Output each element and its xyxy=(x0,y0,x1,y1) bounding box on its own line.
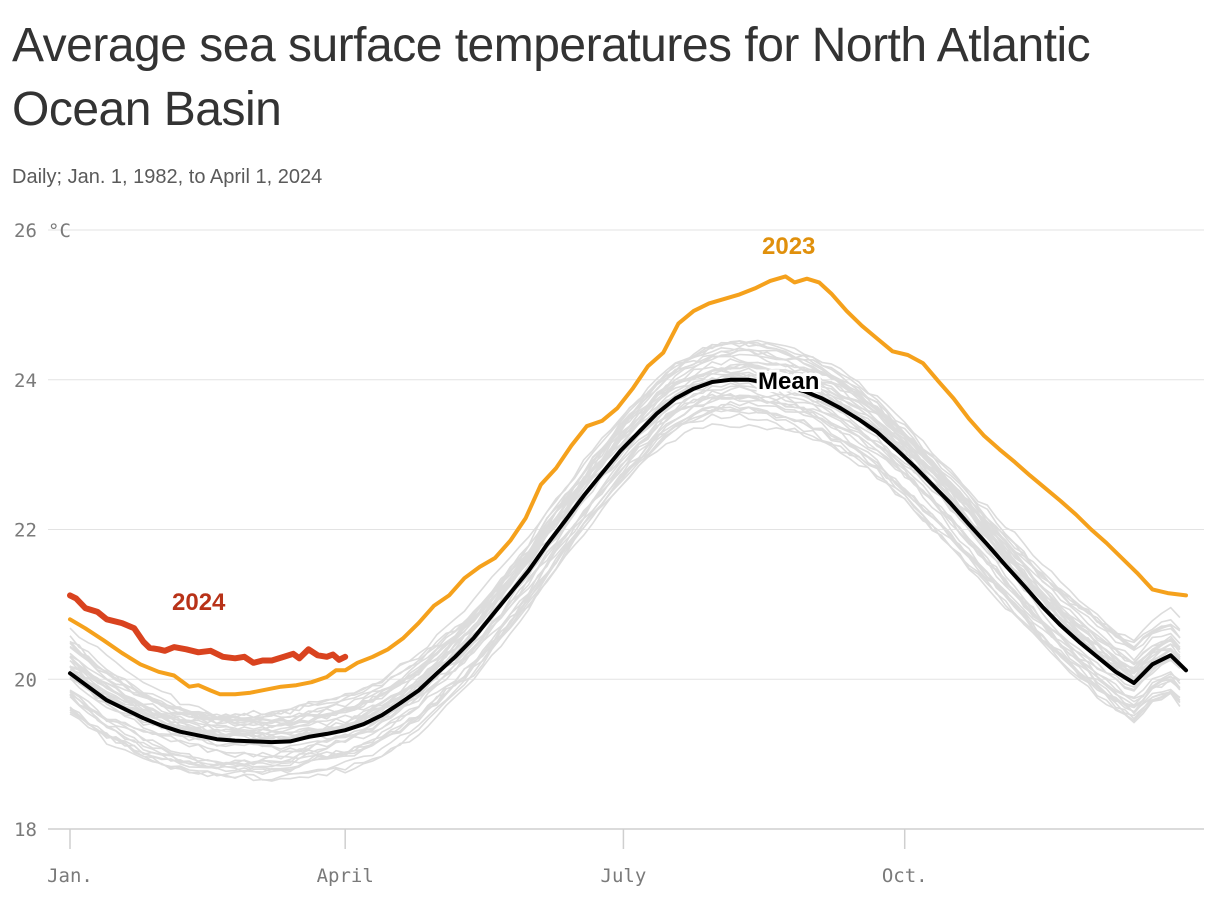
historical-year-line xyxy=(69,400,1181,782)
series-label-2023: 2023 xyxy=(762,233,815,260)
x-tick-label-jan: Jan. xyxy=(47,865,93,887)
y-tick-label-26: 26 xyxy=(14,220,37,242)
historical-year-line xyxy=(69,355,1181,724)
historical-year-line xyxy=(69,385,1181,769)
historical-year-line xyxy=(69,341,1181,733)
historical-year-line xyxy=(69,396,1181,768)
historical-year-line xyxy=(69,353,1181,719)
y-tick-label-20: 20 xyxy=(14,669,37,691)
historical-years-lines xyxy=(69,339,1181,782)
grid-lines xyxy=(48,229,1204,830)
x-tick-label-july: July xyxy=(601,865,647,887)
y-axis-ticks: 18 20 22 24 26 °C xyxy=(14,220,71,841)
x-axis-ticks: Jan. April July Oct. xyxy=(47,829,928,887)
historical-year-line xyxy=(69,406,1181,766)
y-tick-label-18: 18 xyxy=(14,819,37,841)
historical-year-line xyxy=(69,339,1181,727)
historical-year-line xyxy=(69,394,1181,773)
series-label-mean: Mean xyxy=(758,368,819,395)
x-tick-label-oct: Oct. xyxy=(882,865,928,887)
chart-title: Average sea surface temperatures for Nor… xyxy=(12,19,1091,136)
chart-subtitle: Daily; Jan. 1, 1982, to April 1, 2024 xyxy=(12,166,323,188)
y-tick-label-24: 24 xyxy=(14,370,37,392)
x-tick-label-april: April xyxy=(317,865,374,887)
historical-year-line xyxy=(69,370,1181,750)
historical-year-line xyxy=(69,348,1181,725)
series-line-2024 xyxy=(67,592,349,666)
historical-year-line xyxy=(69,363,1181,727)
series-label-2024: 2024 xyxy=(172,589,226,616)
y-tick-label-22: 22 xyxy=(14,520,37,542)
series-line-2023 xyxy=(68,274,1188,697)
historical-year-line xyxy=(69,346,1181,719)
historical-year-line xyxy=(69,406,1181,777)
historical-year-line xyxy=(69,367,1181,733)
series-line-mean xyxy=(68,377,1188,745)
y-axis-unit: °C xyxy=(48,220,71,242)
